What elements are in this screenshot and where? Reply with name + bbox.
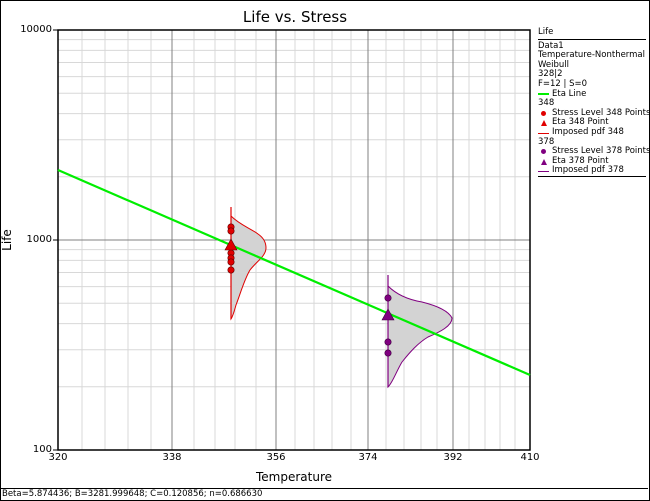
imposed-pdf-378 [387, 275, 453, 389]
legend-378-points: Stress Level 378 Points [538, 147, 650, 157]
y-tick-1000: 1000 [26, 234, 52, 245]
purple-dot-icon [538, 148, 550, 156]
x-tick-392: 392 [443, 452, 463, 463]
red-triangle-icon [538, 119, 550, 127]
purple-line-icon [538, 167, 550, 175]
x-tick-356: 356 [266, 452, 286, 463]
eta-348-point [224, 238, 238, 251]
stress-378-points [384, 294, 392, 357]
purple-triangle-icon [538, 158, 550, 166]
legend-data-name: Data1 [538, 40, 564, 51]
legend-348-eta: Eta 348 Point [538, 118, 646, 128]
x-axis-label: Temperature [255, 470, 332, 484]
legend-348-pdf: Imposed pdf 348 [538, 127, 646, 138]
stress-348-points [227, 223, 235, 274]
y-tick-marks [53, 29, 58, 451]
y-tick-100: 100 [32, 444, 52, 455]
legend-distribution: Weibull [538, 59, 570, 70]
legend-params: 328|2 [538, 69, 563, 80]
legend-model: Temperature-Nonthermal [538, 50, 646, 61]
major-grid [58, 30, 530, 450]
red-line-icon [538, 129, 550, 137]
x-tick-374: 374 [358, 452, 378, 463]
legend-eta-line: Eta Line [538, 89, 646, 100]
eta-line [57, 168, 531, 377]
legend-counts: F=12 | S=0 [538, 78, 588, 89]
chart-title: Life vs. Stress [242, 8, 348, 26]
green-line-icon [538, 90, 550, 98]
legend: Life Data1 Temperature-Nonthermal Weibul… [538, 27, 650, 177]
y-tick-10000: 10000 [20, 24, 52, 35]
y-axis-label: Life [0, 229, 14, 251]
legend-348-points: Stress Level 348 Points [538, 108, 650, 119]
legend-378-pdf: Imposed pdf 378 [538, 166, 646, 177]
legend-header: Life [538, 27, 646, 40]
x-tick-410: 410 [520, 452, 540, 463]
x-tick-320: 320 [48, 452, 68, 463]
legend-group-348: 348 [538, 98, 555, 109]
legend-group-378: 378 [538, 136, 555, 147]
red-dot-icon [538, 110, 550, 118]
imposed-pdf-348 [230, 207, 267, 321]
eta-378-point [381, 308, 395, 321]
x-tick-338: 338 [162, 452, 182, 463]
legend-378-eta: Eta 378 Point [538, 156, 646, 167]
status-bar: Beta=5.874436; B=3281.999648; C=0.120856… [0, 488, 648, 499]
